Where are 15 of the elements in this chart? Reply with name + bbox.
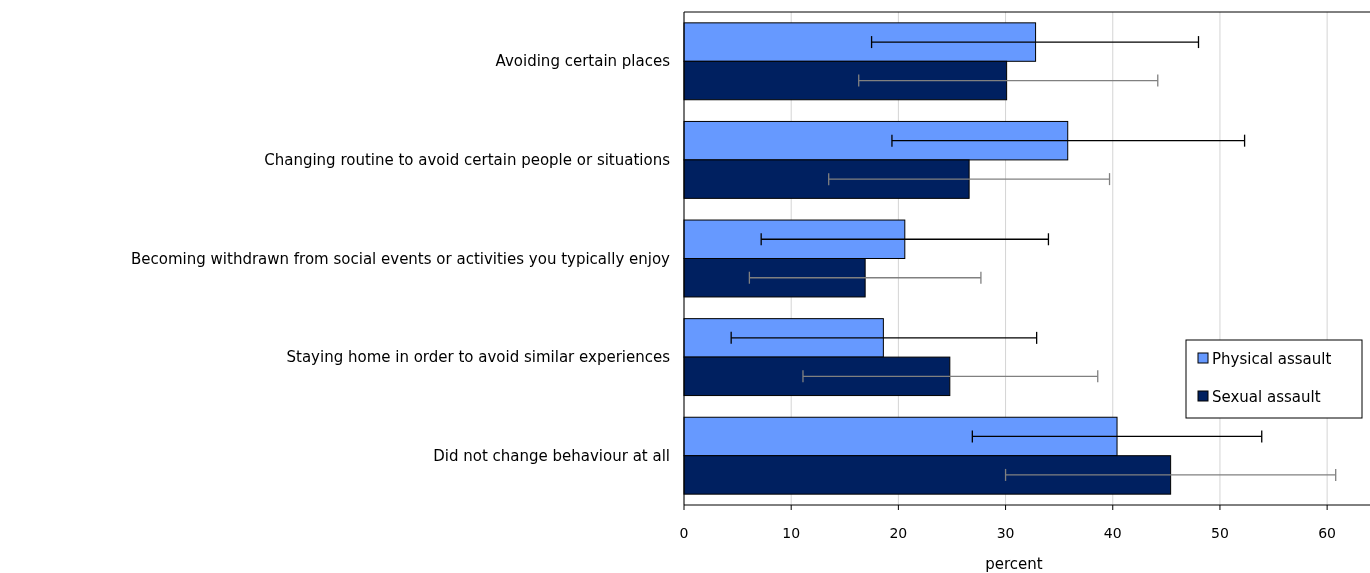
y-tick-label: Changing routine to avoid certain people or situations: [264, 150, 671, 169]
x-tick-label: 60: [1318, 525, 1337, 541]
x-tick-label: 40: [1103, 525, 1122, 541]
y-tick-label: Staying home in order to avoid similar experiences: [286, 348, 671, 367]
legend-label: Sexual assault: [1212, 388, 1321, 406]
y-tick-label: Avoiding certain places: [495, 52, 671, 71]
x-axis-title: percent: [985, 555, 1043, 573]
x-tick-label: 0: [679, 525, 689, 541]
y-tick-label: Did not change behaviour at all: [433, 446, 670, 465]
x-tick-label: 20: [889, 525, 908, 541]
x-tick-label: 30: [996, 525, 1015, 541]
x-tick-label: 10: [782, 525, 801, 541]
x-tick-label: 50: [1211, 525, 1229, 541]
y-tick-label: Becoming withdrawn from social events or activities you typically enjoy: [131, 249, 671, 268]
legend-label: Physical assault: [1212, 350, 1332, 368]
